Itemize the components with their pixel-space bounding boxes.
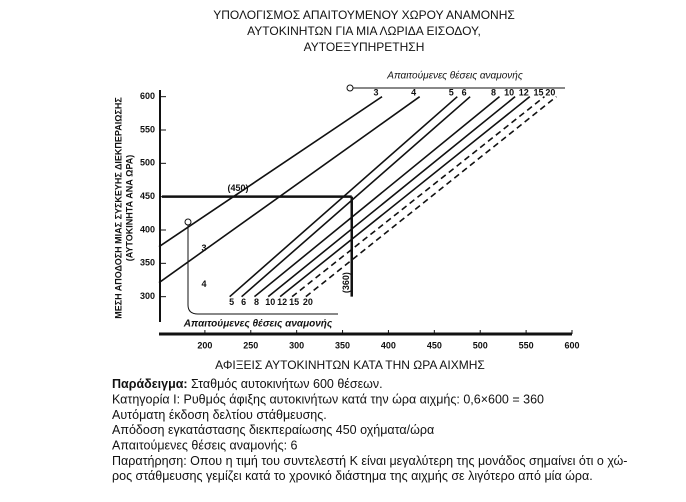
x-tick-label: 550 xyxy=(519,340,534,350)
x-tick-label: 300 xyxy=(289,340,304,350)
example-label: (360) xyxy=(341,272,351,293)
chart-title: ΑΥΤΟΚΙΝΗΤΩΝ ΓΙΑ ΜΙΑ ΛΩΡΙΔΑ ΕΙΣΟΔΟΥ, xyxy=(247,24,481,38)
waiting-line xyxy=(241,96,471,298)
x-tick-label: 250 xyxy=(243,340,258,350)
line-label: 15 xyxy=(289,297,299,307)
line-label: 3 xyxy=(374,87,379,97)
note-line: Απόδοση εγκατάστασης διεκπεραίωσης 450 ο… xyxy=(112,423,434,437)
note-line: Αυτόματη έκδοση δελτίου στάθμευσης. xyxy=(112,408,327,422)
waiting-line xyxy=(158,96,421,284)
x-tick-label: 400 xyxy=(381,340,396,350)
y-tick-label: 350 xyxy=(140,258,155,268)
y-tick-label: 500 xyxy=(140,158,155,168)
waiting-line xyxy=(305,96,557,298)
waiting-line xyxy=(267,96,516,298)
line-label: 8 xyxy=(254,297,259,307)
x-tick-label: 450 xyxy=(427,340,442,350)
line-label: 20 xyxy=(303,297,313,307)
waiting-line xyxy=(158,96,383,248)
chart-title: ΑΥΤΟΕΞΥΠΗΡΕΤΗΣΗ xyxy=(304,40,425,54)
line-label: 8 xyxy=(491,87,496,97)
waiting-line xyxy=(291,96,545,298)
waiting-line xyxy=(253,96,501,298)
line-label: 5 xyxy=(449,87,454,97)
line-label: 10 xyxy=(265,297,275,307)
note-line: ρος στάθμευσης γεμίζει κατά το χρονικό δ… xyxy=(112,469,593,483)
x-tick-label: 200 xyxy=(197,340,212,350)
line-label: 10 xyxy=(504,87,514,97)
scale-marker xyxy=(184,218,192,226)
chart-title: ΥΠΟΛΟΓΙΣΜΟΣ ΑΠΑΙΤΟΥΜΕΝΟΥ ΧΩΡΟΥ ΑΝΑΜΟΝΗΣ xyxy=(213,8,515,22)
top-scale-label: Απαιτούμενες θέσεις αναμονής xyxy=(386,70,523,82)
line-label: 4 xyxy=(411,87,416,97)
x-tick-label: 350 xyxy=(335,340,350,350)
y-tick-label: 300 xyxy=(140,291,155,301)
note-line: Παράδειγμα: Σταθμός αυτοκινήτων 600 θέσε… xyxy=(112,377,383,391)
y-axis-label: (ΑΥΤΟΚΙΝΗΤΑ ΑΝΑ ΩΡΑ) xyxy=(124,155,134,262)
example-label: (450) xyxy=(227,183,248,193)
scale-marker xyxy=(346,84,354,92)
bottom-scale-line xyxy=(187,225,338,315)
line-label: 3 xyxy=(201,243,206,253)
y-tick-label: 600 xyxy=(140,91,155,101)
note-line: Παρατήρηση: Οπου η τιμή του συντελεστή Κ… xyxy=(112,454,627,468)
note-text: Σταθμός αυτοκινήτων 600 θέσεων. xyxy=(188,377,383,391)
note-lead: Παράδειγμα: xyxy=(112,377,188,391)
line-label: 4 xyxy=(201,279,206,289)
x-axis-label: ΑΦΙΞΕΙΣ ΑΥΤΟΚΙΝΗΤΩΝ ΚΑΤΑ ΤΗΝ ΩΡΑ ΑΙΧΜΗΣ xyxy=(215,358,485,372)
x-tick-label: 600 xyxy=(564,340,579,350)
y-tick-label: 550 xyxy=(140,124,155,134)
line-label: 5 xyxy=(229,297,234,307)
x-tick-label: 500 xyxy=(473,340,488,350)
bottom-scale-label: Απαιτούμενες θέσεις αναμονής xyxy=(183,319,333,330)
y-axis-label: ΜΕΣΗ ΑΠΟΔΟΣΗ ΜΙΑΣ ΣΥΣΚΕΥΗΣ ΔΙΕΚΠΕΡΑΙΩΣΗΣ xyxy=(113,97,123,319)
line-label: 12 xyxy=(519,87,529,97)
note-line: Κατηγορία Ι: Ρυθμός άφιξης αυτοκινήτων κ… xyxy=(112,393,544,407)
waiting-line xyxy=(279,96,531,298)
line-label: 15 xyxy=(533,87,543,97)
note-line: Απαιτούμενες θέσεις αναμονής: 6 xyxy=(112,438,298,452)
line-label: 20 xyxy=(545,87,555,97)
line-label: 6 xyxy=(462,87,467,97)
y-tick-label: 450 xyxy=(140,191,155,201)
line-label: 6 xyxy=(241,297,246,307)
y-tick-label: 400 xyxy=(140,224,155,234)
line-label: 12 xyxy=(277,297,287,307)
